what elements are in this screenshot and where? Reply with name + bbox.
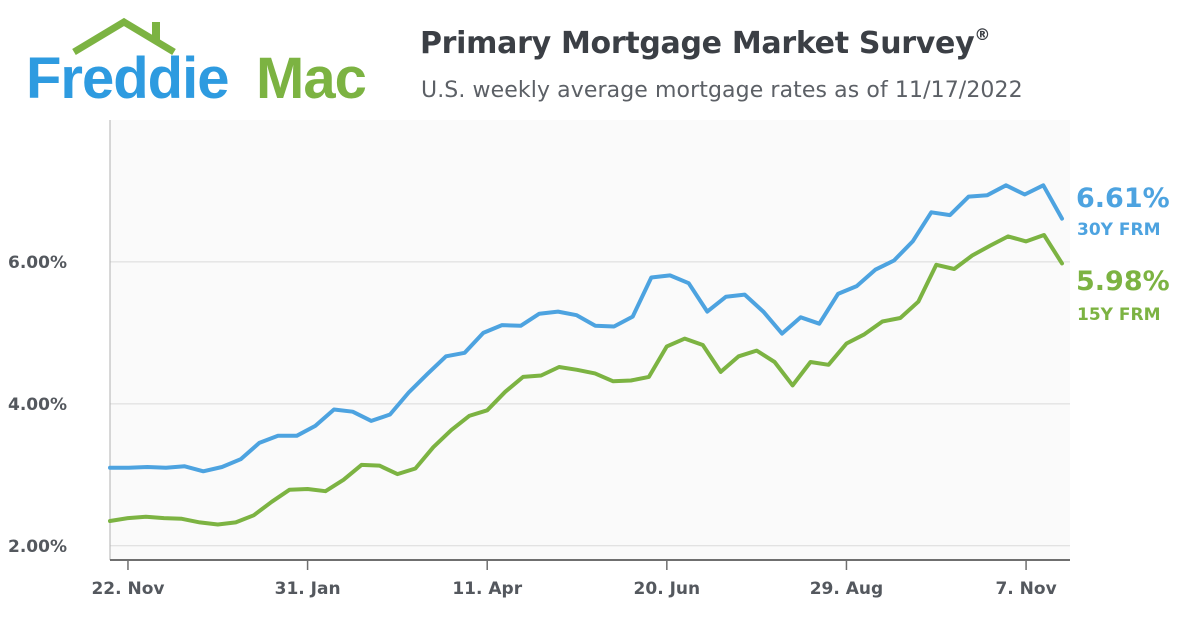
logo-text-mac: Mac xyxy=(256,46,366,106)
x-tick-label: 7. Nov xyxy=(995,579,1056,599)
x-axis-ticks: 22. Nov 31. Jan 11. Apr 20. Jun 29. Aug 7. No… xyxy=(91,560,1057,599)
series-label-30y: 30Y FRM xyxy=(1077,220,1161,240)
y-tick-label: 2.00% xyxy=(8,537,67,557)
logo-text-freddie: Freddie xyxy=(26,46,229,106)
freddie-mac-logo: Freddie Mac xyxy=(26,17,367,106)
y-axis-ticks: 2.00% 4.00% 6.00% xyxy=(8,253,67,557)
chart-subtitle: U.S. weekly average mortgage rates as of… xyxy=(421,78,1023,103)
series-line-30y xyxy=(108,183,1064,474)
y-tick-label: 6.00% xyxy=(8,253,67,273)
end-value-30y: 6.61% xyxy=(1076,183,1170,214)
x-tick-label: 11. Apr xyxy=(452,579,522,599)
series-line-15y xyxy=(108,233,1064,527)
logo-chimney-icon xyxy=(152,22,160,40)
end-value-15y: 5.98% xyxy=(1076,266,1170,297)
plot-area xyxy=(110,120,1070,560)
x-tick-label: 29. Aug xyxy=(810,579,883,599)
series-lines xyxy=(108,183,1064,527)
registered-mark: ® xyxy=(974,25,991,44)
gridlines xyxy=(110,261,1070,547)
logo-roof-icon xyxy=(72,17,176,56)
x-tick-label: 20. Jun xyxy=(634,579,701,599)
chart-title: Primary Mortgage Market Survey® xyxy=(420,25,991,61)
series-label-15y: 15Y FRM xyxy=(1077,305,1161,325)
x-tick-label: 22. Nov xyxy=(91,579,164,599)
y-tick-label: 4.00% xyxy=(8,395,67,415)
x-tick-label: 31. Jan xyxy=(275,579,341,599)
chart-title-text: Primary Mortgage Market Survey xyxy=(420,26,975,61)
